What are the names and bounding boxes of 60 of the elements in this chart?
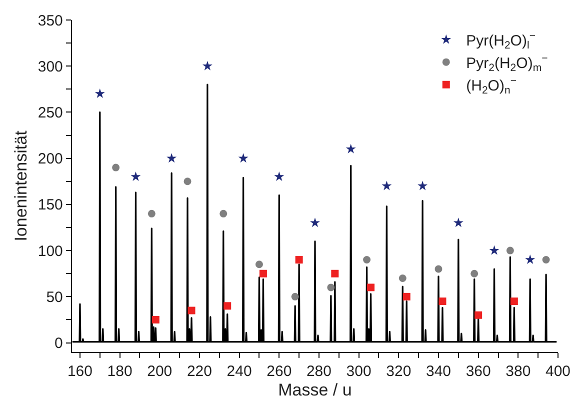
point (112, 164, 120, 172)
point (402, 292, 410, 300)
point (510, 298, 518, 306)
x-tick-label: 400 (545, 363, 571, 380)
point (166, 153, 177, 163)
point (94, 88, 105, 98)
y-tick-label: 200 (38, 150, 63, 168)
x-tick-label: 380 (506, 363, 531, 380)
x-tick-label: 220 (186, 363, 212, 380)
point (238, 153, 248, 163)
y-tick-label: 100 (38, 242, 63, 260)
x-tick-label: 300 (346, 363, 372, 380)
point (202, 60, 212, 70)
point (398, 274, 406, 282)
point (367, 284, 375, 292)
point (148, 210, 156, 218)
point (152, 316, 160, 324)
x-tick-label: 200 (147, 363, 172, 380)
point (291, 292, 299, 300)
point (418, 180, 428, 190)
y-tick-label: 250 (38, 104, 63, 122)
x-axis-title: Masse / u (278, 380, 352, 400)
point (184, 178, 192, 186)
x-tick-label: 320 (386, 363, 412, 380)
point (525, 254, 536, 264)
point (489, 245, 500, 255)
y-tick-label: 350 (38, 12, 63, 30)
point (453, 218, 464, 228)
x-tick-label: 340 (426, 363, 452, 380)
x-tick-label: 180 (107, 363, 132, 380)
x-tick-label: 260 (266, 363, 292, 380)
point (255, 260, 263, 268)
y-tick-label: 300 (38, 58, 63, 76)
x-tick-label: 240 (226, 363, 252, 380)
x-tick-label: 160 (67, 363, 92, 380)
point (310, 218, 320, 228)
y-tick-label: 150 (38, 196, 63, 214)
point (506, 246, 514, 254)
point (474, 311, 482, 319)
point (331, 270, 339, 278)
point (346, 144, 356, 154)
point (130, 172, 141, 182)
y-tick-label: 0 (54, 335, 63, 352)
point (363, 256, 371, 264)
point (382, 180, 392, 190)
point (274, 172, 284, 182)
y-axis-title: Ionenintensität (11, 130, 30, 242)
y-tick-label: 50 (46, 288, 63, 306)
x-tick-label: 360 (466, 363, 491, 380)
point (542, 256, 550, 264)
point (438, 298, 446, 306)
point (224, 302, 232, 310)
point (259, 270, 267, 278)
point (470, 270, 478, 278)
x-tick-label: 280 (306, 363, 332, 380)
point (220, 210, 228, 218)
point (295, 256, 303, 264)
point (434, 265, 442, 273)
point (327, 284, 335, 292)
point (188, 306, 196, 314)
